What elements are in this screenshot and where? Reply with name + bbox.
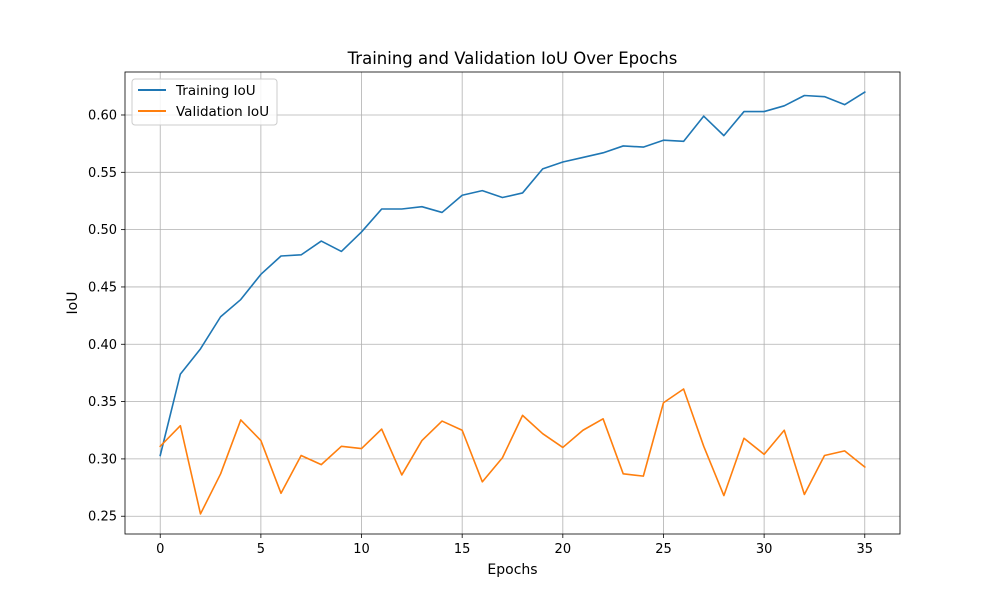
x-tick-label: 10: [353, 542, 370, 557]
x-tick-label: 35: [856, 542, 873, 557]
x-tick-label: 0: [156, 542, 164, 557]
y-axis-ticks: 0.25 0.30 0.35 0.40 0.45 0.50 0.55 0.60: [88, 108, 125, 525]
legend: Training IoU Validation IoU: [131, 78, 278, 126]
series-lines: [159, 90, 866, 515]
series-line-validation-iou: [159, 388, 866, 515]
x-tick-label: 5: [257, 542, 265, 557]
x-tick-label: 30: [756, 542, 773, 557]
x-axis-label: Epochs: [487, 562, 537, 578]
legend-label-validation-iou: Validation IoU: [176, 104, 269, 120]
y-tick-label: 0.50: [88, 223, 117, 238]
y-axis-label: IoU: [65, 292, 81, 315]
y-tick-label: 0.55: [88, 166, 117, 181]
x-tick-label: 15: [454, 542, 471, 557]
y-tick-label: 0.40: [88, 338, 117, 353]
series-line-training-iou: [159, 90, 866, 457]
y-tick-label: 0.60: [88, 108, 117, 123]
x-axis-ticks: 0 5 10 15 20 25 30 35: [156, 534, 873, 557]
plot-frame: [124, 71, 901, 535]
y-tick-label: 0.45: [88, 280, 117, 295]
y-tick-label: 0.25: [88, 510, 117, 525]
legend-box: [131, 78, 278, 126]
plot-area-background: [125, 72, 900, 534]
legend-label-training-iou: Training IoU: [175, 83, 256, 99]
x-tick-label: 20: [555, 542, 572, 557]
grid: [125, 72, 900, 534]
y-tick-label: 0.30: [88, 452, 117, 467]
chart-title: Training and Validation IoU Over Epochs: [347, 49, 678, 68]
y-tick-label: 0.35: [88, 395, 117, 410]
x-tick-label: 25: [655, 542, 672, 557]
